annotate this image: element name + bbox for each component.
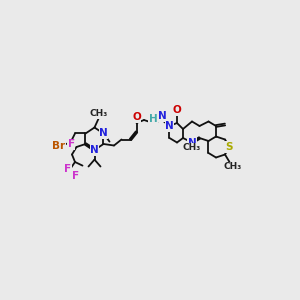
Text: H: H [148, 113, 158, 124]
Text: Br: Br [52, 141, 65, 151]
Text: N: N [90, 145, 99, 155]
Text: F: F [68, 139, 75, 149]
Text: N: N [188, 137, 196, 148]
Text: N: N [99, 128, 108, 139]
Text: O: O [172, 105, 182, 116]
Text: O: O [132, 112, 141, 122]
Text: N: N [165, 121, 174, 131]
Text: CH₃: CH₃ [224, 162, 242, 171]
Text: N: N [158, 111, 166, 122]
Text: F: F [64, 164, 71, 174]
Text: S: S [226, 142, 233, 152]
Text: F: F [72, 171, 80, 181]
Text: CH₃: CH₃ [183, 143, 201, 152]
Text: CH₃: CH₃ [90, 110, 108, 118]
